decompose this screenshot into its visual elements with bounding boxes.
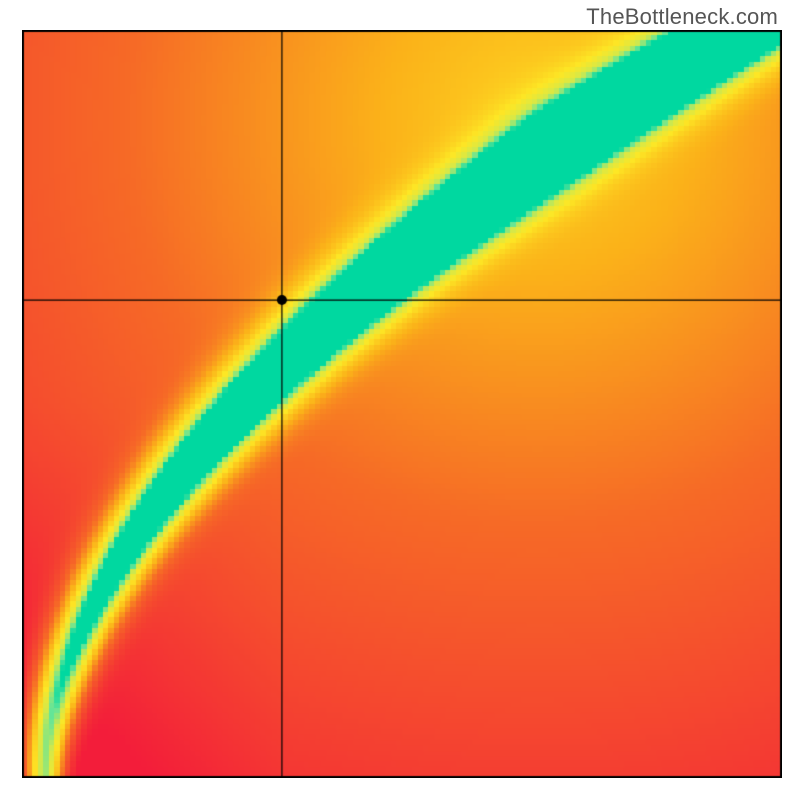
watermark-text: TheBottleneck.com (586, 4, 778, 30)
bottleneck-heatmap (22, 30, 782, 778)
